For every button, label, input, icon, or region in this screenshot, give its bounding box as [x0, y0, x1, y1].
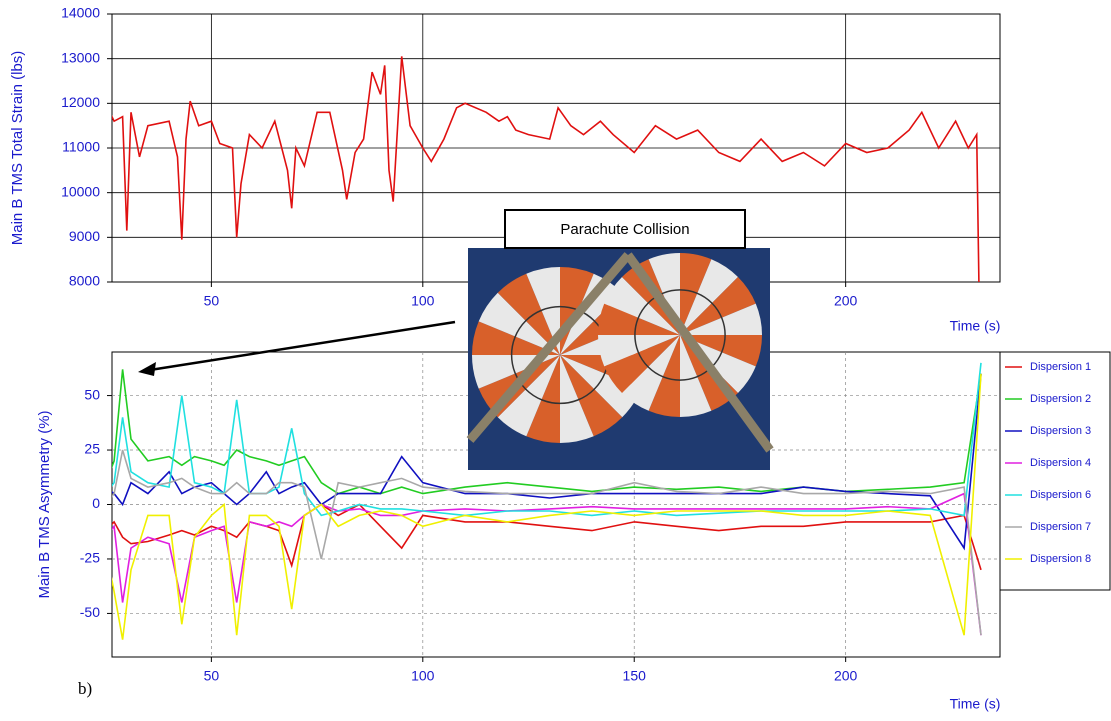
legend-label: Dispersion 7	[1030, 521, 1091, 533]
canopy-gore	[680, 303, 762, 335]
legend-label: Dispersion 3	[1030, 425, 1091, 437]
y-tick-label: 9000	[69, 228, 100, 244]
data-line	[112, 369, 982, 495]
canopy-gore	[526, 267, 560, 355]
x-tick-label: 200	[834, 293, 858, 309]
legend-label: Dispersion 6	[1030, 489, 1091, 501]
arrow-head	[138, 362, 156, 376]
canopy-gore	[560, 273, 623, 355]
riser	[466, 252, 632, 443]
y-tick-label: 8000	[69, 273, 100, 289]
legend-label: Dispersion 2	[1030, 393, 1091, 405]
canopy-gore	[680, 277, 756, 335]
canopy-gore	[560, 355, 594, 443]
x-tick-label: 50	[204, 293, 220, 309]
canopy-gore	[648, 335, 680, 417]
riser	[624, 252, 774, 453]
canopy-gore	[478, 292, 560, 355]
canopy-gore	[622, 335, 680, 411]
x-tick-label: 50	[204, 668, 220, 684]
canopy-gore	[604, 335, 680, 393]
canopy-gore	[604, 277, 680, 335]
canopy-gore	[497, 355, 560, 437]
series-group	[112, 362, 982, 640]
canopy-gore	[526, 355, 560, 443]
x-axis-label: Time (s)	[950, 696, 1001, 712]
legend-label: Dispersion 8	[1030, 553, 1091, 565]
legend-box	[999, 351, 1111, 591]
canopy-gore	[472, 321, 560, 355]
x-tick-label: 100	[411, 293, 435, 309]
y-tick-label: 10000	[61, 183, 100, 199]
panel-label: b)	[78, 679, 92, 698]
annotation: Parachute Collision	[560, 221, 689, 238]
x-axis-label: Time (s)	[950, 318, 1001, 334]
y-axis-label: Main B TMS Total Strain (lbs)	[9, 51, 26, 246]
y-axis-label: Main B TMS Asymmetry (%)	[36, 410, 53, 598]
photo	[466, 248, 774, 470]
canopy-gore	[680, 259, 738, 335]
y-tick-label: -50	[80, 604, 100, 620]
data-line	[112, 449, 982, 636]
data-line	[112, 56, 980, 282]
y-tick-label: 11000	[62, 139, 100, 155]
canopy-band	[634, 289, 726, 381]
y-tick-label: 13000	[61, 49, 100, 65]
canopy-gore	[598, 303, 680, 335]
y-tick-label: 14000	[61, 5, 100, 21]
canopy-gore	[560, 355, 642, 418]
y-tick-label: 0	[92, 495, 100, 511]
y-tick-label: 50	[84, 386, 100, 402]
arrow	[149, 320, 456, 372]
canopy-gore	[622, 259, 680, 335]
canopy-gore	[598, 335, 680, 367]
legend-label: Dispersion 1	[1030, 361, 1091, 373]
annotation-box	[504, 209, 746, 249]
y-tick-label: 12000	[61, 94, 100, 110]
canopy-gore	[680, 253, 712, 335]
data-line	[112, 492, 982, 636]
x-tick-label: 200	[834, 668, 858, 684]
series-group	[112, 56, 980, 282]
y-tick-label: 25	[84, 441, 100, 457]
data-line	[112, 373, 982, 640]
y-tick-label: -25	[80, 550, 100, 566]
canopy-gore	[560, 355, 623, 437]
x-tick-label: 150	[623, 668, 647, 684]
canopy-gore	[680, 335, 762, 367]
data-line	[112, 373, 982, 551]
canopy-gore	[497, 273, 560, 355]
x-tick-label: 100	[411, 668, 435, 684]
legend-label: Dispersion 4	[1030, 457, 1091, 469]
canopy-gore	[680, 335, 712, 417]
